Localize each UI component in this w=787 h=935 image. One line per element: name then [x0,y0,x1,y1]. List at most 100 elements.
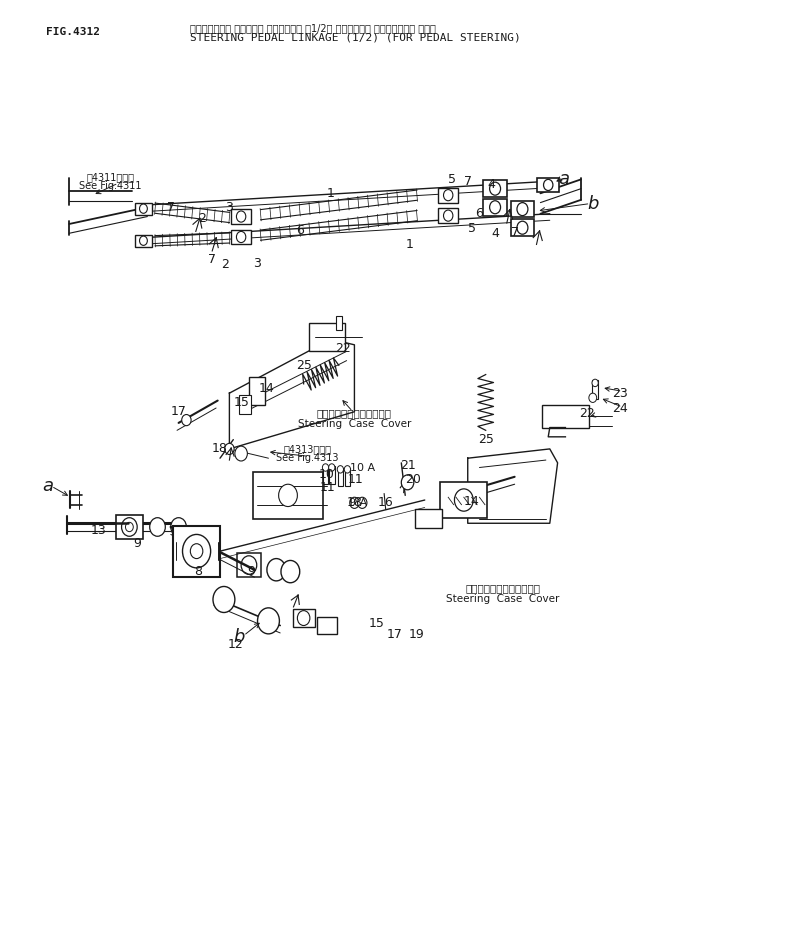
Text: 7: 7 [209,252,216,266]
Circle shape [544,180,553,191]
Bar [253,472,323,519]
Circle shape [592,380,598,387]
Text: 25: 25 [296,359,312,372]
Bar [135,235,152,247]
Text: b: b [233,627,245,646]
Circle shape [589,393,597,402]
Text: See Fig.4311: See Fig.4311 [79,180,142,191]
Text: 17: 17 [387,628,403,641]
Bar [317,617,337,634]
Circle shape [490,182,501,195]
Text: Steering  Case  Cover: Steering Case Cover [446,594,560,604]
Text: 6: 6 [475,208,483,221]
Text: 22: 22 [334,342,350,355]
Bar [237,554,260,577]
Text: 25: 25 [478,433,493,446]
Text: 笥4311図参照: 笥4311図参照 [87,173,135,182]
Text: 16: 16 [378,496,394,510]
Circle shape [150,518,165,537]
Text: 12: 12 [227,638,243,651]
Text: Steering  Case  Cover: Steering Case Cover [297,419,411,429]
Text: a: a [42,477,54,496]
Circle shape [329,464,335,471]
Bar [135,203,152,215]
Text: 7: 7 [464,175,471,188]
Text: 9: 9 [247,565,255,578]
Text: ステアリング＊ ペ＊ダ＊ル リンケージ＊ （1/2） （ペ＊ダ＊ル ステアリング＊ ヨウ）: ステアリング＊ ペ＊ダ＊ル リンケージ＊ （1/2） （ペ＊ダ＊ル ステアリング… [190,23,436,34]
Text: 19: 19 [409,628,425,641]
Bar [173,525,220,577]
Text: 15: 15 [368,617,384,630]
Bar [538,178,560,193]
Text: 17: 17 [171,405,187,418]
Bar [511,220,534,236]
Bar [592,381,598,398]
Text: 20: 20 [405,473,421,486]
Bar [231,230,251,244]
Bar [116,515,143,539]
Circle shape [213,586,235,612]
Circle shape [225,443,234,454]
Text: See Fig.4313: See Fig.4313 [276,453,338,463]
Bar [438,188,458,203]
Text: 笥4313図参照: 笥4313図参照 [283,444,331,453]
Bar [336,316,342,330]
Circle shape [357,497,367,509]
Circle shape [444,190,453,201]
Circle shape [297,611,310,626]
Circle shape [241,555,257,574]
Circle shape [236,211,246,223]
Circle shape [281,560,300,583]
Bar [483,180,507,197]
Text: 7: 7 [167,201,175,214]
Circle shape [517,203,528,216]
Bar [441,482,487,518]
Text: 13: 13 [91,525,106,538]
Text: 22: 22 [579,407,595,420]
Text: 15: 15 [233,396,249,409]
Text: 1: 1 [405,237,413,251]
Bar [329,466,334,484]
Text: 5: 5 [448,173,456,186]
Bar [338,468,343,486]
Bar [309,324,345,352]
Circle shape [444,210,453,222]
Text: 10 A: 10 A [349,463,375,472]
Text: 8: 8 [194,565,202,578]
Text: b: b [587,195,598,213]
Circle shape [125,523,133,532]
Text: 9 A: 9 A [349,497,368,508]
Circle shape [235,446,247,461]
Bar [231,209,251,224]
Text: 21: 21 [400,459,416,472]
Circle shape [279,484,297,507]
Circle shape [323,464,329,471]
Circle shape [183,535,211,568]
Circle shape [344,466,350,473]
Circle shape [182,414,191,425]
Text: 9: 9 [133,538,141,550]
Text: 11: 11 [320,481,335,494]
Circle shape [121,518,137,537]
Text: 11: 11 [348,473,364,486]
Bar [323,466,328,484]
Circle shape [139,236,147,245]
Circle shape [257,608,279,634]
Bar [415,510,442,528]
Bar [542,405,589,428]
Text: 18: 18 [212,442,228,455]
Circle shape [338,466,343,473]
Text: 2: 2 [222,258,230,271]
Text: 4: 4 [487,178,495,191]
Bar [239,395,251,413]
Circle shape [236,232,246,242]
Text: 2: 2 [198,212,206,225]
Text: STEERING PEDAL LINKAGE (1/2) (FOR PEDAL STEERING): STEERING PEDAL LINKAGE (1/2) (FOR PEDAL … [190,33,521,42]
Circle shape [139,204,147,213]
Bar [249,378,264,405]
Circle shape [171,518,187,537]
Circle shape [517,222,528,234]
Text: 7: 7 [511,226,519,238]
Text: FIG.4312: FIG.4312 [46,27,100,37]
Circle shape [349,497,359,509]
